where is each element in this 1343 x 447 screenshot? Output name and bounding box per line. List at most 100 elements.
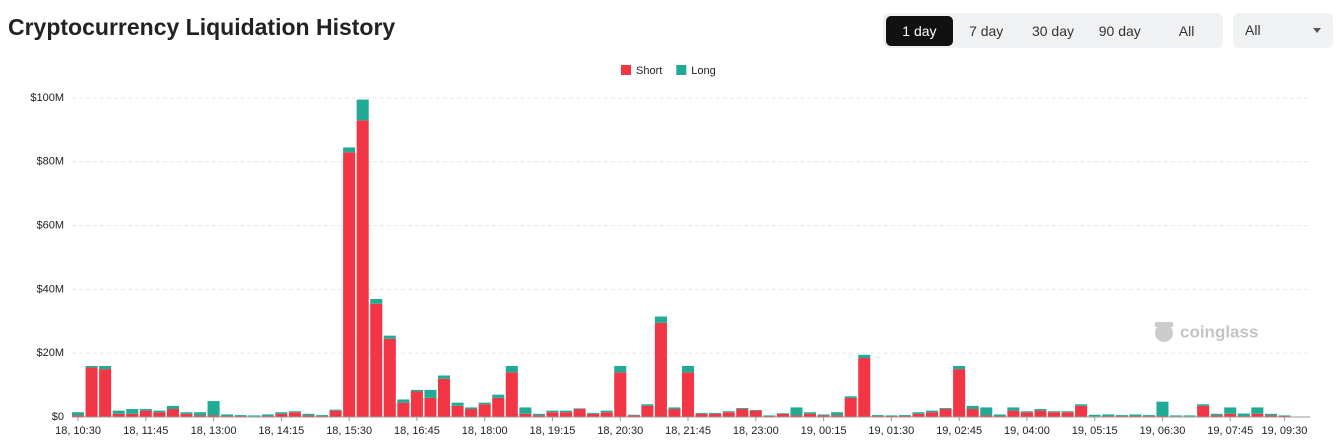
y-tick-label: $80M [36, 156, 64, 168]
legend-label: Short [636, 65, 662, 77]
bar-segment [356, 99, 369, 121]
range-button[interactable]: 30 day [1031, 22, 1075, 39]
bar-segment [695, 412, 708, 414]
bar-segment [139, 410, 152, 417]
bar-segment [668, 407, 681, 410]
bar-segment [451, 405, 464, 417]
bar-segment [953, 369, 966, 417]
bar-segment [1251, 413, 1264, 417]
bar-segment [1020, 411, 1033, 413]
bar-segment [221, 414, 234, 417]
bar-segment [682, 372, 695, 417]
bar-segment [736, 409, 749, 417]
bar-segment [817, 414, 830, 416]
bar-segment [234, 415, 247, 417]
bar-segment [85, 365, 98, 368]
bar-segment [1237, 413, 1250, 417]
bar-segment [99, 365, 112, 370]
bar-segment [614, 372, 627, 417]
bar-segment [1007, 407, 1020, 411]
bar-segment [966, 409, 979, 417]
x-tick-label: 18, 16:45 [394, 425, 440, 437]
bar-segment [424, 389, 437, 398]
bar-segment [627, 414, 640, 416]
dropdown-label: All [1245, 22, 1261, 38]
bar-segment [668, 409, 681, 417]
x-tick-label: 18, 14:15 [258, 425, 304, 437]
y-tick-label: $0 [52, 411, 64, 423]
bar-segment [600, 410, 613, 413]
bar-segment [438, 378, 451, 417]
bar-segment [627, 415, 640, 417]
bar-segment [139, 409, 152, 411]
x-tick-label: 19, 01:30 [868, 425, 914, 437]
x-tick-label: 18, 20:30 [597, 425, 643, 437]
bar-segment [329, 409, 342, 411]
bar-segment [790, 415, 803, 417]
bar-segment [261, 414, 274, 417]
bar-segment [316, 415, 329, 417]
bar-segment [912, 413, 925, 417]
x-tick-label: 19, 05:15 [1072, 425, 1118, 437]
bar-segment [532, 415, 545, 417]
x-tick-label: 18, 23:00 [733, 425, 779, 437]
bar-segment [166, 405, 179, 410]
x-tick-label: 18, 13:00 [191, 425, 237, 437]
bar-segment [912, 412, 925, 414]
bar-segment [180, 413, 193, 417]
bar-segment [478, 404, 491, 417]
bar-segment [465, 407, 478, 410]
range-button[interactable]: All [1178, 22, 1195, 39]
bar-segment [302, 413, 315, 416]
bar-segment [505, 365, 518, 373]
bar-segment [939, 409, 952, 417]
bar-segment [749, 409, 762, 411]
x-tick-label: 18, 10:30 [55, 425, 101, 437]
bar-segment [763, 415, 776, 417]
bar-segment [560, 410, 573, 413]
coin-dropdown[interactable]: All [1233, 13, 1333, 48]
bar-segment [1251, 407, 1264, 414]
y-tick-label: $40M [36, 283, 64, 295]
bar-segment [383, 335, 396, 339]
x-tick-label: 18, 15:30 [326, 425, 372, 437]
bar-segment [451, 402, 464, 406]
bar-segment [302, 415, 315, 417]
bar-segment [465, 409, 478, 417]
bar-segment [1278, 415, 1291, 417]
x-tick-label: 18, 21:45 [665, 425, 711, 437]
range-button[interactable]: 90 day [1098, 22, 1141, 39]
bar-segment [1088, 414, 1101, 417]
bar-segment [492, 397, 505, 417]
bar-segment [1075, 404, 1088, 406]
bar-segment [438, 375, 451, 379]
bar-segment [370, 298, 383, 304]
bar-segment [614, 365, 627, 373]
bar-segment [695, 413, 708, 417]
x-tick-label: 19, 02:45 [936, 425, 982, 437]
bar-segment [993, 414, 1006, 417]
bar-segment [343, 147, 356, 153]
x-tick-label: 19, 04:00 [1004, 425, 1050, 437]
bar-segment [1156, 401, 1169, 417]
bar-segment [1020, 412, 1033, 417]
bar-segment [926, 412, 939, 417]
range-button[interactable]: 1 day [886, 15, 953, 46]
bar-segment [939, 408, 952, 410]
range-button[interactable]: 7 day [969, 22, 1004, 39]
bar-segment [817, 415, 830, 417]
bar-segment [790, 407, 803, 416]
bar-segment [980, 415, 993, 417]
bar-segment [844, 396, 857, 398]
bar-segment [72, 415, 85, 417]
bar-segment [519, 413, 532, 417]
bar-segment [153, 412, 166, 417]
bar-segment [383, 338, 396, 417]
bar-segment [871, 415, 884, 417]
bar-segment [275, 412, 288, 414]
bar-segment [505, 372, 518, 417]
bar-segment [858, 354, 871, 358]
watermark: coinglass [1180, 322, 1258, 341]
bar-segment [709, 413, 722, 417]
